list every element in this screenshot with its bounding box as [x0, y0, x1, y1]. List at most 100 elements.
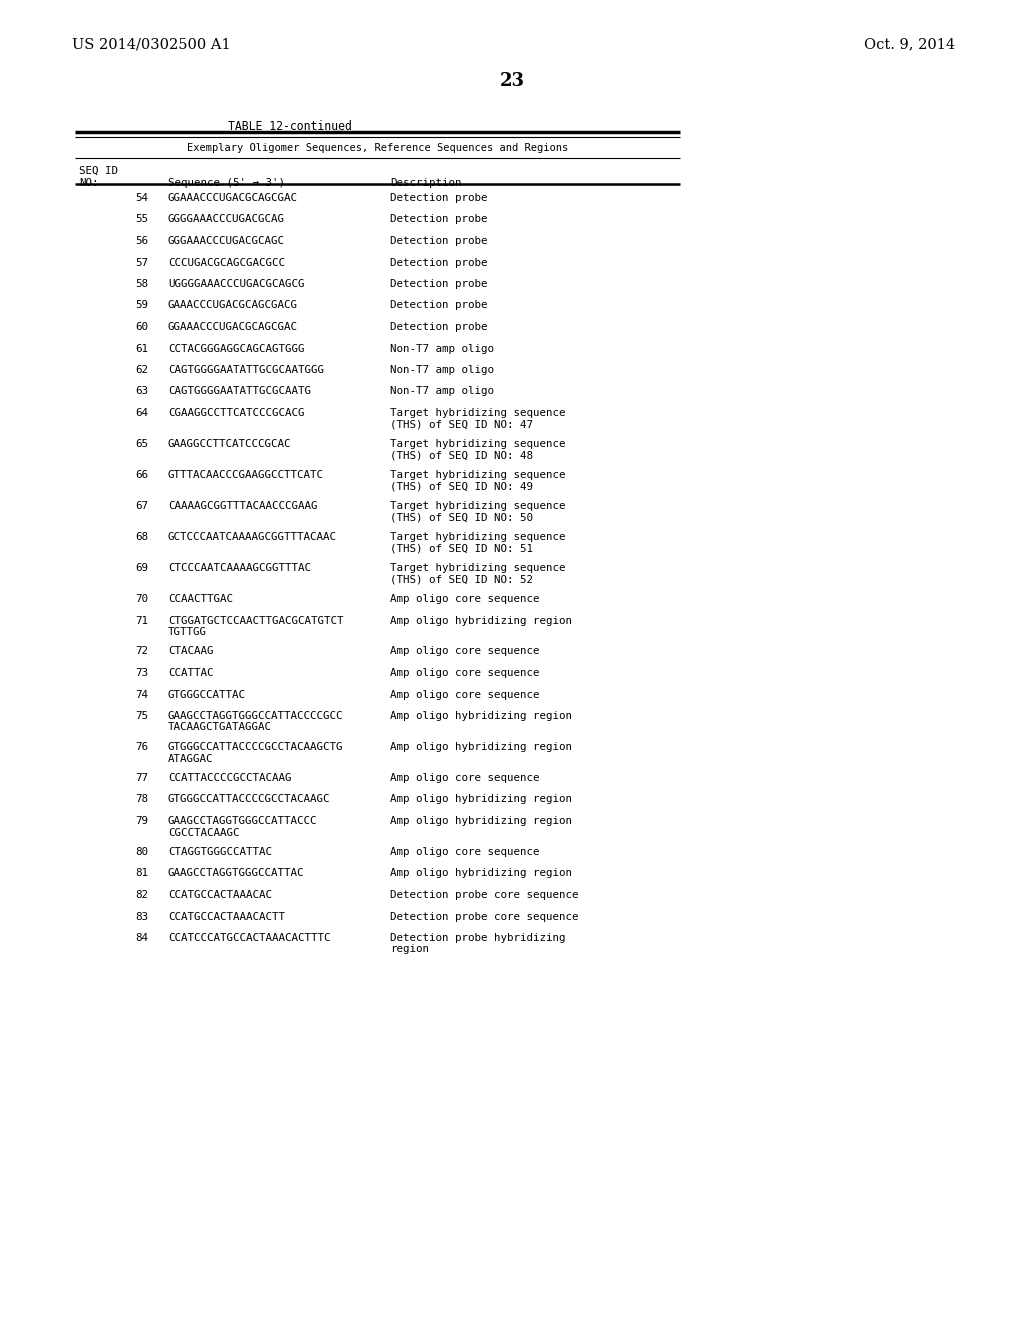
- Text: CGAAGGCCTTCATCCCGCACG: CGAAGGCCTTCATCCCGCACG: [168, 408, 304, 418]
- Text: 80: 80: [135, 847, 148, 857]
- Text: (THS) of SEQ ID NO: 49: (THS) of SEQ ID NO: 49: [390, 482, 534, 491]
- Text: (THS) of SEQ ID NO: 48: (THS) of SEQ ID NO: 48: [390, 450, 534, 461]
- Text: 64: 64: [135, 408, 148, 418]
- Text: CCTACGGGAGGCAGCAGTGGG: CCTACGGGAGGCAGCAGTGGG: [168, 343, 304, 354]
- Text: Detection probe: Detection probe: [390, 257, 487, 268]
- Text: GTGGGCCATTACCCCGCCTACAAGC: GTGGGCCATTACCCCGCCTACAAGC: [168, 795, 331, 804]
- Text: 83: 83: [135, 912, 148, 921]
- Text: Non-T7 amp oligo: Non-T7 amp oligo: [390, 387, 494, 396]
- Text: Target hybridizing sequence: Target hybridizing sequence: [390, 440, 565, 449]
- Text: 54: 54: [135, 193, 148, 203]
- Text: CTAGGTGGGCCATTAC: CTAGGTGGGCCATTAC: [168, 847, 272, 857]
- Text: 69: 69: [135, 564, 148, 573]
- Text: 72: 72: [135, 647, 148, 656]
- Text: Detection probe: Detection probe: [390, 214, 487, 224]
- Text: Detection probe: Detection probe: [390, 322, 487, 333]
- Text: 23: 23: [500, 73, 524, 90]
- Text: 76: 76: [135, 742, 148, 752]
- Text: 77: 77: [135, 774, 148, 783]
- Text: 65: 65: [135, 440, 148, 449]
- Text: 66: 66: [135, 470, 148, 480]
- Text: CAGTGGGGAATATTGCGCAATG: CAGTGGGGAATATTGCGCAATG: [168, 387, 311, 396]
- Text: 70: 70: [135, 594, 148, 605]
- Text: Amp oligo core sequence: Amp oligo core sequence: [390, 668, 540, 678]
- Text: GGGGAAACCCUGACGCAG: GGGGAAACCCUGACGCAG: [168, 214, 285, 224]
- Text: GAAACCCUGACGCAGCGACG: GAAACCCUGACGCAGCGACG: [168, 301, 298, 310]
- Text: Amp oligo hybridizing region: Amp oligo hybridizing region: [390, 711, 572, 721]
- Text: Target hybridizing sequence: Target hybridizing sequence: [390, 532, 565, 543]
- Text: Amp oligo hybridizing region: Amp oligo hybridizing region: [390, 816, 572, 826]
- Text: CTACAAG: CTACAAG: [168, 647, 213, 656]
- Text: 63: 63: [135, 387, 148, 396]
- Text: 81: 81: [135, 869, 148, 879]
- Text: CCATTAC: CCATTAC: [168, 668, 213, 678]
- Text: (THS) of SEQ ID NO: 47: (THS) of SEQ ID NO: 47: [390, 420, 534, 429]
- Text: Amp oligo core sequence: Amp oligo core sequence: [390, 774, 540, 783]
- Text: Amp oligo core sequence: Amp oligo core sequence: [390, 647, 540, 656]
- Text: CCATCCCATGCCACTAAACACTTTC: CCATCCCATGCCACTAAACACTTTC: [168, 933, 331, 942]
- Text: Amp oligo core sequence: Amp oligo core sequence: [390, 847, 540, 857]
- Text: 60: 60: [135, 322, 148, 333]
- Text: GAAGCCTAGGTGGGCCATTACCC: GAAGCCTAGGTGGGCCATTACCC: [168, 816, 317, 826]
- Text: 82: 82: [135, 890, 148, 900]
- Text: GAAGCCTAGGTGGGCCATTACCCCGCC: GAAGCCTAGGTGGGCCATTACCCCGCC: [168, 711, 343, 721]
- Text: Amp oligo core sequence: Amp oligo core sequence: [390, 689, 540, 700]
- Text: GTGGGCCATTACCCCGCCTACAAGCTG: GTGGGCCATTACCCCGCCTACAAGCTG: [168, 742, 343, 752]
- Text: CCCUGACGCAGCGACGCC: CCCUGACGCAGCGACGCC: [168, 257, 285, 268]
- Text: 68: 68: [135, 532, 148, 543]
- Text: 61: 61: [135, 343, 148, 354]
- Text: 58: 58: [135, 279, 148, 289]
- Text: CTCCCAATCAAAAGCGGTTTAC: CTCCCAATCAAAAGCGGTTTAC: [168, 564, 311, 573]
- Text: GGAAACCCUGACGCAGCGAC: GGAAACCCUGACGCAGCGAC: [168, 322, 298, 333]
- Text: GTGGGCCATTAC: GTGGGCCATTAC: [168, 689, 246, 700]
- Text: Target hybridizing sequence: Target hybridizing sequence: [390, 470, 565, 480]
- Text: Target hybridizing sequence: Target hybridizing sequence: [390, 564, 565, 573]
- Text: Detection probe hybridizing: Detection probe hybridizing: [390, 933, 565, 942]
- Text: 78: 78: [135, 795, 148, 804]
- Text: Non-T7 amp oligo: Non-T7 amp oligo: [390, 366, 494, 375]
- Text: region: region: [390, 945, 429, 954]
- Text: Amp oligo hybridizing region: Amp oligo hybridizing region: [390, 869, 572, 879]
- Text: ATAGGAC: ATAGGAC: [168, 754, 213, 763]
- Text: Oct. 9, 2014: Oct. 9, 2014: [864, 37, 955, 51]
- Text: (THS) of SEQ ID NO: 51: (THS) of SEQ ID NO: 51: [390, 544, 534, 553]
- Text: 67: 67: [135, 502, 148, 511]
- Text: Non-T7 amp oligo: Non-T7 amp oligo: [390, 343, 494, 354]
- Text: CAAAAGCGGTTTACAACCCGAAG: CAAAAGCGGTTTACAACCCGAAG: [168, 502, 317, 511]
- Text: (THS) of SEQ ID NO: 52: (THS) of SEQ ID NO: 52: [390, 574, 534, 585]
- Text: Detection probe: Detection probe: [390, 236, 487, 246]
- Text: Target hybridizing sequence: Target hybridizing sequence: [390, 502, 565, 511]
- Text: 55: 55: [135, 214, 148, 224]
- Text: UGGGGAAACCCUGACGCAGCG: UGGGGAAACCCUGACGCAGCG: [168, 279, 304, 289]
- Text: CCATGCCACTAAACAC: CCATGCCACTAAACAC: [168, 890, 272, 900]
- Text: 73: 73: [135, 668, 148, 678]
- Text: Amp oligo hybridizing region: Amp oligo hybridizing region: [390, 742, 572, 752]
- Text: TGTTGG: TGTTGG: [168, 627, 207, 638]
- Text: GAAGCCTAGGTGGGCCATTAC: GAAGCCTAGGTGGGCCATTAC: [168, 869, 304, 879]
- Text: Amp oligo core sequence: Amp oligo core sequence: [390, 594, 540, 605]
- Text: GAAGGCCTTCATCCCGCAC: GAAGGCCTTCATCCCGCAC: [168, 440, 292, 449]
- Text: 57: 57: [135, 257, 148, 268]
- Text: 79: 79: [135, 816, 148, 826]
- Text: TACAAGCTGATAGGAC: TACAAGCTGATAGGAC: [168, 722, 272, 733]
- Text: Description: Description: [390, 177, 462, 187]
- Text: TABLE 12-continued: TABLE 12-continued: [228, 120, 352, 133]
- Text: Detection probe: Detection probe: [390, 193, 487, 203]
- Text: Amp oligo hybridizing region: Amp oligo hybridizing region: [390, 795, 572, 804]
- Text: GGAAACCCUGACGCAGCGAC: GGAAACCCUGACGCAGCGAC: [168, 193, 298, 203]
- Text: CCATTACCCCGCCTACAAG: CCATTACCCCGCCTACAAG: [168, 774, 292, 783]
- Text: Amp oligo hybridizing region: Amp oligo hybridizing region: [390, 615, 572, 626]
- Text: Sequence (5' → 3'): Sequence (5' → 3'): [168, 177, 285, 187]
- Text: CCATGCCACTAAACACTT: CCATGCCACTAAACACTT: [168, 912, 285, 921]
- Text: 74: 74: [135, 689, 148, 700]
- Text: 56: 56: [135, 236, 148, 246]
- Text: Detection probe core sequence: Detection probe core sequence: [390, 890, 579, 900]
- Text: Target hybridizing sequence: Target hybridizing sequence: [390, 408, 565, 418]
- Text: GCTCCCAATCAAAAGCGGTTTACAAC: GCTCCCAATCAAAAGCGGTTTACAAC: [168, 532, 337, 543]
- Text: Exemplary Oligomer Sequences, Reference Sequences and Regions: Exemplary Oligomer Sequences, Reference …: [186, 143, 568, 153]
- Text: CTGGATGCTCCAACTTGACGCATGTCT: CTGGATGCTCCAACTTGACGCATGTCT: [168, 615, 343, 626]
- Text: 84: 84: [135, 933, 148, 942]
- Text: US 2014/0302500 A1: US 2014/0302500 A1: [72, 37, 230, 51]
- Text: CGCCTACAAGC: CGCCTACAAGC: [168, 828, 240, 837]
- Text: CCAACTTGAC: CCAACTTGAC: [168, 594, 233, 605]
